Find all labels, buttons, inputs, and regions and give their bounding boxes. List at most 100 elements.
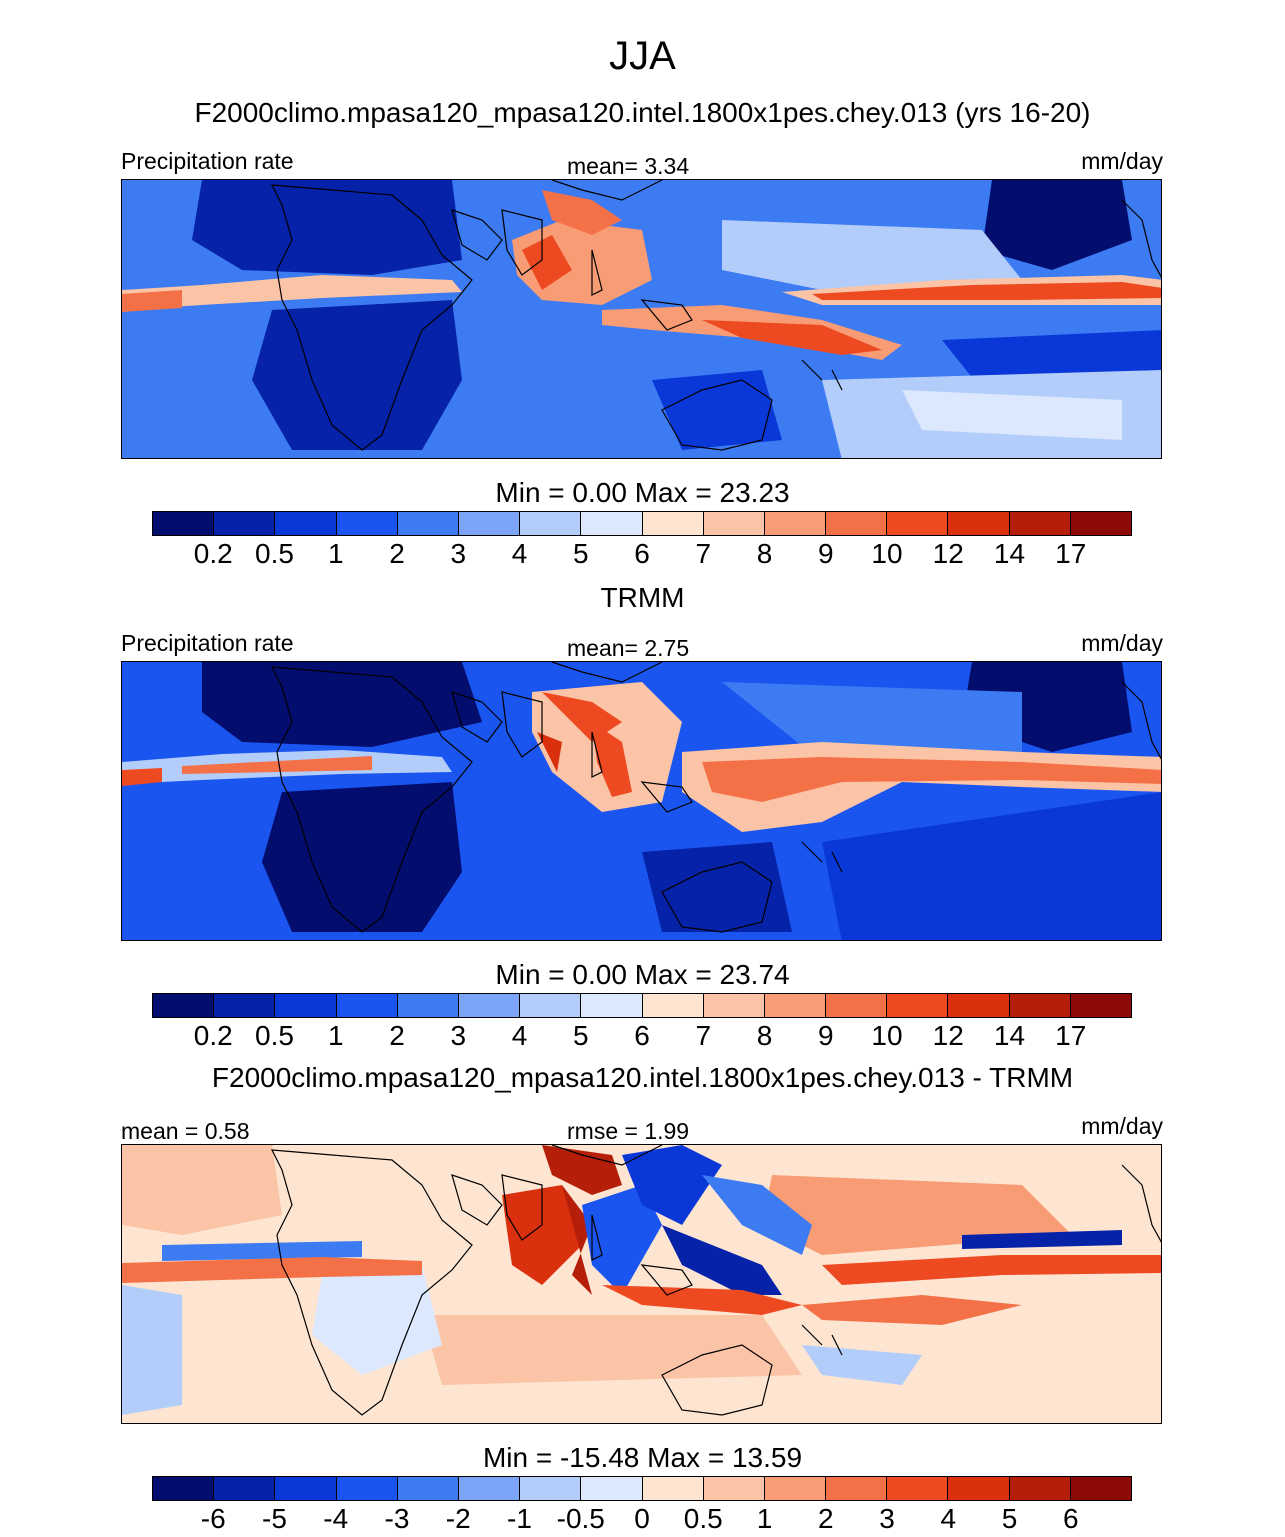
colorbar-swatch bbox=[887, 512, 949, 535]
panel2-mean: mean= 2.75 bbox=[567, 635, 690, 661]
colorbar-swatch bbox=[581, 994, 643, 1017]
panel2-coastlines bbox=[270, 662, 1161, 933]
panel2-variable-label: Precipitation rate bbox=[121, 630, 294, 656]
colorbar-tick-label: -6 bbox=[200, 1503, 226, 1534]
panel1-colorbar bbox=[152, 511, 1132, 536]
panel1-subtitle: F2000climo.mpasa120_mpasa120.intel.1800x… bbox=[194, 97, 1091, 128]
colorbar-tick-label: 2 bbox=[389, 1020, 405, 1051]
colorbar-tick-label: 14 bbox=[993, 538, 1026, 569]
colorbar-tick-label: -0.5 bbox=[556, 1503, 605, 1534]
colorbar-swatch bbox=[214, 1477, 276, 1500]
colorbar-swatch bbox=[458, 1477, 521, 1500]
panel2-colorbar bbox=[152, 993, 1132, 1018]
colorbar-swatch bbox=[1009, 1477, 1071, 1500]
colorbar-swatch bbox=[1070, 994, 1131, 1017]
panel3-units: mm/day bbox=[1081, 1113, 1163, 1139]
colorbar-tick-label: 2 bbox=[389, 538, 405, 569]
colorbar-tick-label: 4 bbox=[940, 1503, 957, 1534]
colorbar-tick-label: 6 bbox=[634, 538, 650, 569]
colorbar-swatch bbox=[275, 994, 337, 1017]
panel2-minmax: Min = 0.00 Max = 23.74 bbox=[495, 959, 790, 990]
colorbar-swatch bbox=[336, 994, 398, 1017]
colorbar-swatch bbox=[397, 1477, 459, 1500]
colorbar-tick-label: 7 bbox=[695, 538, 712, 569]
colorbar-swatch bbox=[581, 1477, 643, 1500]
colorbar-tick-label: -2 bbox=[445, 1503, 471, 1534]
figure-title: JJA bbox=[609, 34, 676, 78]
panel1-map-plot bbox=[122, 180, 1161, 458]
colorbar-swatch bbox=[1070, 512, 1131, 535]
colorbar-swatch bbox=[642, 1477, 704, 1500]
panel3-minmax: Min = -15.48 Max = 13.59 bbox=[482, 1442, 803, 1473]
colorbar-swatch bbox=[214, 994, 276, 1017]
panel3-mean: mean = 0.58 bbox=[121, 1118, 250, 1144]
colorbar-swatch bbox=[520, 512, 582, 535]
panel1-units: mm/day bbox=[1081, 148, 1163, 174]
colorbar-swatch bbox=[336, 1477, 398, 1500]
panel3-colorbar bbox=[152, 1476, 1132, 1501]
colorbar-tick-label: 17 bbox=[1055, 1020, 1087, 1051]
colorbar-swatch bbox=[1009, 994, 1071, 1017]
colorbar-swatch bbox=[1070, 1477, 1131, 1500]
colorbar-swatch bbox=[948, 1477, 1010, 1500]
colorbar-swatch bbox=[703, 994, 765, 1017]
panel1-mean: mean= 3.34 bbox=[567, 153, 690, 179]
colorbar-swatch bbox=[826, 994, 888, 1017]
colorbar-tick-label: 0 bbox=[634, 1503, 650, 1534]
colorbar-swatch bbox=[214, 512, 276, 535]
colorbar-tick-label: 9 bbox=[817, 538, 834, 569]
panel1-minmax: Min = 0.00 Max = 23.23 bbox=[495, 477, 790, 508]
colorbar-swatch bbox=[887, 1477, 949, 1500]
colorbar-swatch bbox=[948, 512, 1010, 535]
colorbar-tick-label: 3 bbox=[450, 1020, 467, 1051]
colorbar-tick-label: 1 bbox=[327, 1020, 344, 1051]
panel1-variable-label: Precipitation rate bbox=[121, 148, 294, 174]
colorbar-swatch bbox=[153, 512, 215, 535]
colorbar-swatch bbox=[397, 512, 459, 535]
colorbar-swatch bbox=[458, 994, 521, 1017]
panel2-map bbox=[121, 661, 1162, 941]
panel3-coastlines bbox=[270, 1145, 1161, 1416]
colorbar-tick-label: 0.2 bbox=[193, 1020, 233, 1051]
colorbar-tick-label: 2 bbox=[817, 1503, 834, 1534]
colorbar-tick-label: 7 bbox=[695, 1020, 712, 1051]
colorbar-tick-label: 8 bbox=[756, 1020, 773, 1051]
colorbar-tick-label: 5 bbox=[1001, 1503, 1018, 1534]
colorbar-tick-label: 6 bbox=[634, 1020, 650, 1051]
colorbar-tick-label: 8 bbox=[756, 538, 773, 569]
colorbar-swatch bbox=[887, 994, 949, 1017]
colorbar-swatch bbox=[520, 994, 582, 1017]
colorbar-tick-label: 10 bbox=[871, 538, 903, 569]
panel3-map-plot bbox=[122, 1145, 1161, 1423]
colorbar-tick-label: 3 bbox=[450, 538, 467, 569]
colorbar-tick-label: -5 bbox=[262, 1503, 287, 1534]
colorbar-tick-label: 0.5 bbox=[255, 538, 294, 569]
colorbar-tick-label: -4 bbox=[323, 1503, 349, 1534]
colorbar-tick-label: 12 bbox=[932, 1020, 964, 1051]
colorbar-swatch bbox=[764, 1477, 827, 1500]
colorbar-tick-label: 9 bbox=[817, 1020, 834, 1051]
colorbar-tick-label: -3 bbox=[384, 1503, 410, 1534]
colorbar-swatch bbox=[397, 994, 459, 1017]
panel2-subtitle: TRMM bbox=[600, 582, 685, 613]
colorbar-tick-label: 4 bbox=[511, 1020, 528, 1051]
colorbar-swatch bbox=[275, 512, 337, 535]
colorbar-tick-label: 3 bbox=[879, 1503, 895, 1534]
colorbar-swatch bbox=[458, 512, 521, 535]
panel1-coastlines bbox=[270, 180, 1161, 451]
colorbar-tick-label: 14 bbox=[993, 1020, 1026, 1051]
panel2-units: mm/day bbox=[1081, 630, 1163, 656]
colorbar-swatch bbox=[826, 512, 888, 535]
colorbar-swatch bbox=[764, 994, 827, 1017]
colorbar-tick-label: 6 bbox=[1062, 1503, 1079, 1534]
panel3-rmse: rmse = 1.99 bbox=[567, 1118, 690, 1144]
colorbar-tick-label: 5 bbox=[572, 538, 589, 569]
colorbar-swatch bbox=[764, 512, 827, 535]
panel2-map-plot bbox=[122, 662, 1161, 940]
colorbar-swatch bbox=[520, 1477, 582, 1500]
colorbar-swatch bbox=[703, 1477, 765, 1500]
colorbar-tick-label: -1 bbox=[507, 1503, 532, 1534]
colorbar-tick-label: 1 bbox=[327, 538, 344, 569]
colorbar-swatch bbox=[275, 1477, 337, 1500]
colorbar-swatch bbox=[826, 1477, 888, 1500]
